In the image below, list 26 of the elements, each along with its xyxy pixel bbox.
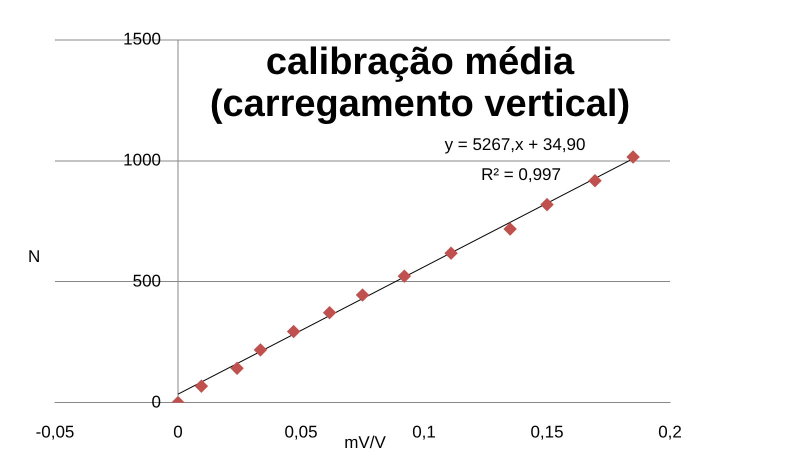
annotation: R² = 0,997: [481, 165, 561, 184]
point: [626, 150, 640, 164]
point: [504, 222, 517, 236]
y-axis-title: N: [28, 247, 40, 266]
y-tick-label: 500: [132, 271, 178, 290]
y-tick-label: 1000: [123, 150, 178, 170]
text: calibração média (carregamento vertical): [210, 41, 630, 125]
x-axis-title: mV/V: [344, 433, 386, 452]
x-tick-label: 0,2: [658, 422, 682, 442]
point: [588, 174, 602, 188]
x-tick-label: 0,05: [284, 422, 318, 442]
point: [444, 246, 458, 260]
point: [356, 288, 369, 302]
point: [323, 306, 336, 320]
point: [254, 343, 267, 356]
point: [287, 325, 300, 338]
point: [230, 362, 244, 375]
y-tick-label: 0: [152, 392, 178, 412]
x-tick-label: 0,15: [530, 422, 564, 442]
point: [398, 270, 411, 283]
y-tick-label: 1500: [123, 30, 178, 49]
point: [194, 380, 208, 393]
annotation: y = 5267,x + 34,90: [444, 135, 586, 154]
x-tick-label: -0,05: [36, 422, 74, 442]
point: [540, 198, 554, 212]
x-tick-label: 0,1: [412, 422, 436, 442]
